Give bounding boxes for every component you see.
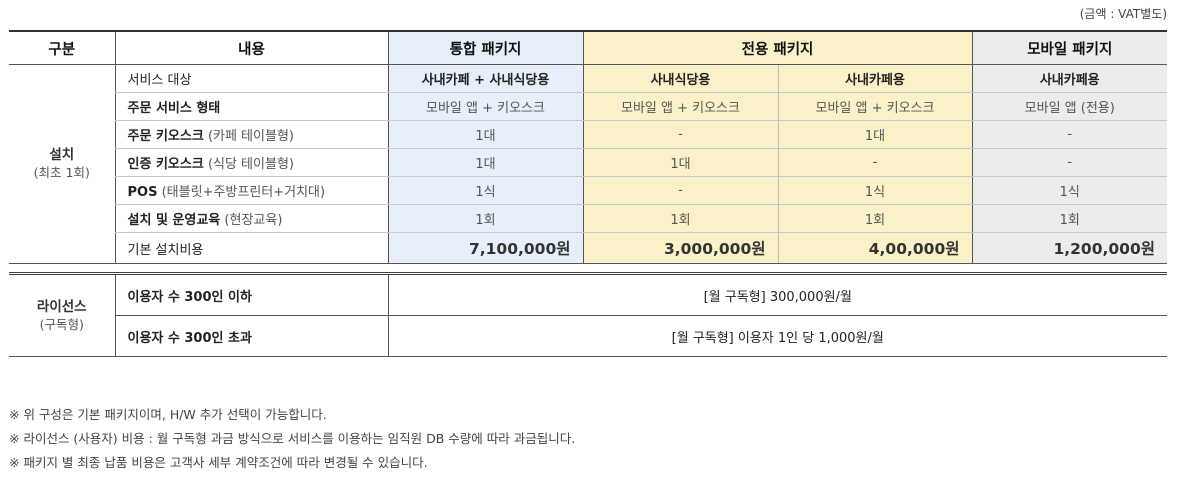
cell-dedicated-b: 1식 — [777, 176, 972, 205]
cell-dedicated-a: 사내식당용 — [582, 64, 778, 93]
header-mobile: 모바일 패키지 — [971, 30, 1167, 65]
row-label: 설치 및 운영교육 (현장교육) — [114, 204, 388, 233]
row-label-sub: (카페 테이블형) — [207, 129, 294, 144]
table-row: 설치 및 운영교육 (현장교육) 1회 1회 1회 1회 — [9, 204, 1167, 233]
row-label-main: 설치 및 운영교육 — [127, 213, 221, 228]
license-value: [월 구독형] 300,000원/월 — [387, 273, 1167, 316]
header-content: 내용 — [114, 30, 388, 65]
cell-mobile: 1식 — [971, 176, 1167, 205]
footnote: ※ 라이선스 (사용자) 비용 : 월 구독형 과금 방식으로 서비스를 이용하… — [9, 431, 576, 446]
row-label: 인증 키오스크 (식당 테이블형) — [114, 148, 388, 177]
cell-dedicated-a: 모바일 앱 + 키오스크 — [582, 92, 778, 121]
cell-integrated: 1대 — [387, 148, 583, 177]
row-label: 주문 서비스 형태 — [114, 92, 388, 121]
footnote: ※ 위 구성은 기본 패키지이며, H/W 추가 선택이 가능합니다. — [9, 407, 327, 422]
unit-note: (금액 : VAT별도) — [1079, 7, 1167, 21]
row-label: 이용자 수 300인 이하 — [114, 273, 388, 316]
row-label-main: 인증 키오스크 — [127, 157, 204, 172]
cell-dedicated-b: 모바일 앱 + 키오스크 — [777, 92, 972, 121]
category-install: 설치 (최초 1회) — [9, 64, 115, 264]
row-label-sub: (태블릿+주방프린터+거치대) — [161, 185, 326, 200]
cell-mobile: - — [971, 120, 1167, 149]
table-row-license: 라이선스 (구독형) 이용자 수 300인 이하 [월 구독형] 300,000… — [9, 273, 1167, 357]
footnotes: ※ 위 구성은 기본 패키지이며, H/W 추가 선택이 가능합니다. ※ 라이… — [9, 403, 575, 475]
cell-dedicated-a: - — [582, 120, 778, 149]
cell-dedicated-a: 1대 — [582, 148, 778, 177]
footnote: ※ 패키지 별 최종 납품 비용은 고객사 세부 계약조건에 따라 변경될 수 … — [9, 455, 428, 470]
row-label-main: 주문 키오스크 — [127, 129, 204, 144]
price-dedicated-b: 4,00,000원 — [777, 232, 972, 264]
header-dedicated: 전용 패키지 — [582, 30, 972, 65]
row-label-sub: (현장교육) — [224, 213, 283, 228]
price-mobile: 1,200,000원 — [971, 232, 1167, 264]
cell-dedicated-b: 사내카페용 — [777, 64, 972, 93]
pricing-table: 구분 내용 통합 패키지 전용 패키지 모바일 패키지 설치 (최초 1회) 서… — [9, 30, 1167, 357]
header-category: 구분 — [9, 30, 115, 65]
section-divider — [9, 263, 1167, 275]
row-label-main: POS — [127, 185, 158, 200]
category-license-sub: (구독형) — [39, 316, 84, 332]
cell-integrated: 모바일 앱 + 키오스크 — [387, 92, 583, 121]
row-label: 주문 키오스크 (카페 테이블형) — [114, 120, 388, 149]
row-label: POS (태블릿+주방프린터+거치대) — [114, 176, 388, 205]
category-install-sub: (최초 1회) — [33, 165, 90, 180]
cell-mobile: 1회 — [971, 204, 1167, 233]
cell-mobile: 모바일 앱 (전용) — [971, 92, 1167, 121]
row-label: 기본 설치비용 — [114, 232, 388, 264]
cell-integrated: 1식 — [387, 176, 583, 205]
cell-dedicated-a: 1회 — [582, 204, 778, 233]
category-license-main: 라이선스 — [36, 298, 87, 315]
category-install-main: 설치 — [49, 147, 75, 163]
table-row-total: 기본 설치비용 7,100,000원 3,000,000원 4,00,000원 … — [9, 232, 1167, 264]
cell-mobile: 사내카페용 — [971, 64, 1167, 93]
price-dedicated-a: 3,000,000원 — [582, 232, 778, 264]
table-row: 주문 서비스 형태 모바일 앱 + 키오스크 모바일 앱 + 키오스크 모바일 … — [9, 92, 1167, 121]
table-row: POS (태블릿+주방프린터+거치대) 1식 - 1식 1식 — [9, 176, 1167, 205]
table-row: 주문 키오스크 (카페 테이블형) 1대 - 1대 - — [9, 120, 1167, 149]
category-license: 라이선스 (구독형) — [9, 273, 115, 357]
row-label-sub: (식당 테이블형) — [207, 157, 294, 172]
cell-dedicated-b: 1대 — [777, 120, 972, 149]
cell-integrated: 1대 — [387, 120, 583, 149]
cell-dedicated-b: - — [777, 148, 972, 177]
table-row-license: 이용자 수 300인 초과 [월 구독형] 이용자 1인 당 1,000원/월 — [9, 315, 1167, 357]
license-value: [월 구독형] 이용자 1인 당 1,000원/월 — [387, 315, 1167, 357]
row-label: 이용자 수 300인 초과 — [114, 315, 388, 357]
cell-integrated: 사내카페 + 사내식당용 — [387, 64, 583, 93]
table-row: 인증 키오스크 (식당 테이블형) 1대 1대 - - — [9, 148, 1167, 177]
cell-dedicated-a: - — [582, 176, 778, 205]
row-label: 서비스 대상 — [114, 64, 388, 93]
header-integrated: 통합 패키지 — [387, 30, 583, 65]
cell-mobile: - — [971, 148, 1167, 177]
header-row: 구분 내용 통합 패키지 전용 패키지 모바일 패키지 — [9, 30, 1167, 65]
table-row: 설치 (최초 1회) 서비스 대상 사내카페 + 사내식당용 사내식당용 사내카… — [9, 64, 1167, 264]
price-integrated: 7,100,000원 — [387, 232, 583, 264]
cell-dedicated-b: 1회 — [777, 204, 972, 233]
cell-integrated: 1회 — [387, 204, 583, 233]
